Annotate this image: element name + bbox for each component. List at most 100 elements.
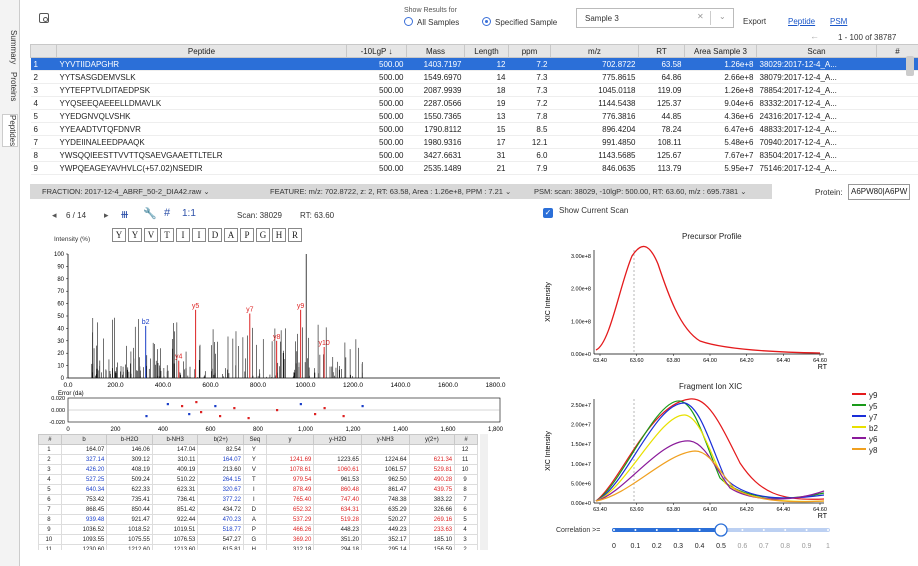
- table-cell: 527.25: [60, 474, 108, 485]
- column-header[interactable]: -10LgP ↓: [346, 44, 407, 58]
- peak-label: b2: [142, 319, 150, 326]
- correlation-slider[interactable]: 0 0.1 0.2 0.3 0.4 0.5 0.6 0.7 0.8 0.9 1: [600, 522, 840, 556]
- column-header[interactable]: #: [876, 44, 918, 58]
- table-cell: 449.23: [360, 524, 410, 535]
- table-row[interactable]: 8 YWSQQIEESTTVVTTQSAEVGAAETTLTELR 500.00 34…: [30, 148, 918, 162]
- psm-link[interactable]: PSM: [830, 17, 848, 26]
- table-cell: YYEDGNVQLVSHK: [56, 109, 347, 123]
- table-cell: 1230.60: [60, 544, 108, 550]
- column-header[interactable]: m/z: [550, 44, 639, 58]
- divider: [710, 11, 711, 25]
- query-icon[interactable]: [39, 13, 49, 23]
- fragment-ion-curve: [595, 450, 825, 503]
- table-cell: 18: [464, 83, 509, 97]
- table-cell: 702.8722: [550, 57, 639, 71]
- table-scrollbar[interactable]: [906, 56, 914, 76]
- table-row[interactable]: 5 YYEDGNVQLVSHK 500.00 1550.7365 13 7.8 776.38…: [30, 109, 918, 123]
- table-cell: 12: [464, 57, 509, 71]
- back-arrow-icon[interactable]: ←: [810, 31, 819, 41]
- table-cell: 19: [464, 96, 509, 110]
- peptide-link[interactable]: Peptide: [788, 17, 816, 26]
- chevron-down-icon[interactable]: ⌄: [719, 12, 726, 21]
- x-axis-label: RT: [818, 364, 828, 371]
- table-cell: 736.41: [151, 494, 199, 505]
- breadcrumb-psm[interactable]: PSM: scan: 38029, -10lgP: 500.00, RT: 63…: [522, 184, 772, 199]
- column-header[interactable]: Scan: [756, 44, 877, 58]
- table-cell: YYEAADTVTQFDNVR: [56, 122, 347, 136]
- table-row: 3 426.20 408.19 409.19 213.60 V 1078.61 1060.61…: [38, 464, 478, 475]
- column-header[interactable]: Mass: [406, 44, 465, 58]
- table-row[interactable]: 9 YWPQEAGEYAVHVLC(+57.02)NSEDIR 500.00 2535…: [30, 161, 918, 175]
- error-x-tick: 1,800: [488, 427, 504, 433]
- show-current-scan-checkbox[interactable]: ✓ Show Current Scan: [543, 206, 628, 218]
- legend-item: y9: [852, 390, 878, 401]
- table-cell: 652.32: [265, 504, 315, 515]
- table-cell: 164.07: [197, 454, 244, 465]
- sequence-residue: A: [224, 228, 238, 242]
- table-row[interactable]: 7 YYDEIINALEEDPAAQK 500.00 1980.9316 17 12.1 9…: [30, 135, 918, 149]
- column-header[interactable]: ppm: [508, 44, 551, 58]
- fragment-table-scrollbar[interactable]: [480, 434, 488, 550]
- table-cell: 70940:2017-12-4_A...: [756, 135, 877, 149]
- error-x-tick: 1,400: [393, 427, 409, 433]
- clear-icon[interactable]: ✕: [697, 12, 704, 21]
- error-label: Error (da): [58, 391, 84, 397]
- tab-peptides[interactable]: Peptides: [2, 114, 18, 148]
- table-cell: 547.27: [197, 534, 244, 545]
- table-cell: 164.07: [60, 444, 108, 455]
- all-samples-radio[interactable]: All Samples: [404, 17, 459, 27]
- table-row[interactable]: 1 YYVTIIDAPGHR 500.00 1403.7197 12 7.2 702.872…: [30, 57, 918, 71]
- table-row[interactable]: 3 YYTEFPTVLDITAEDPSK 500.00 2087.9939 18 7.3 1…: [30, 83, 918, 97]
- error-y-tick: -0.020: [49, 420, 65, 426]
- sample-select[interactable]: Sample 3 ✕ ⌄: [576, 8, 734, 28]
- specified-sample-radio[interactable]: Specified Sample: [482, 17, 557, 27]
- table-cell: 3: [454, 534, 478, 545]
- protein-field[interactable]: A6PW80|A6PW: [848, 184, 910, 200]
- x-tick-label: 63.40: [593, 507, 607, 513]
- table-row[interactable]: 6 YYEAADTVTQFDNVR 500.00 1790.8112 15 8.5 896.…: [30, 122, 918, 136]
- slider-step: [634, 529, 637, 531]
- table-cell: 961.53: [313, 474, 362, 485]
- table-row[interactable]: 2 YYTSASGDEMVSLK 500.00 1549.6970 14 7.3 775.8…: [30, 70, 918, 84]
- table-cell: 500.00: [346, 70, 407, 84]
- slider-step: [613, 529, 615, 531]
- table-cell: 82.54: [197, 444, 244, 455]
- y-tick-label: 5.00e+6: [571, 481, 591, 487]
- next-arrow-icon[interactable]: ▸: [104, 210, 109, 220]
- table-cell: 500.00: [346, 57, 407, 71]
- column-header[interactable]: [30, 44, 57, 58]
- column-header[interactable]: RT: [638, 44, 685, 58]
- table-cell: 748.38: [360, 494, 410, 505]
- table-cell: YYVTIIDAPGHR: [56, 57, 347, 71]
- table-cell: YWSQQIEESTTVVTTQSAEVGAAETTLTELR: [56, 148, 347, 162]
- breadcrumb-feature[interactable]: FEATURE: m/z: 702.8722, z: 2, RT: 63.58,…: [258, 184, 524, 199]
- legend-item: b2: [852, 423, 878, 434]
- table-cell: 9.04e+6: [684, 96, 757, 110]
- peak-filter-icon[interactable]: ⧻: [120, 209, 130, 221]
- table-cell: 979.54: [265, 474, 315, 485]
- tab-proteins[interactable]: Proteins: [9, 72, 18, 102]
- table-cell: 9: [38, 524, 62, 535]
- scan-rt: RT: 63.60: [300, 211, 335, 220]
- wrench-icon[interactable]: 🔧: [143, 208, 157, 220]
- table-cell: 309.12: [106, 454, 153, 465]
- breadcrumb-fraction[interactable]: FRACTION: 2017-12-4_ABRF_50-2_DIA42.raw …: [30, 184, 266, 199]
- column-header[interactable]: Peptide: [56, 44, 347, 58]
- y-tick-label: 60: [57, 302, 64, 308]
- hash-icon[interactable]: #: [164, 207, 171, 219]
- table-cell: YYQSEEQAEEELLDMAVLK: [56, 96, 347, 110]
- table-cell: 312.18: [265, 544, 315, 550]
- prev-arrow-icon[interactable]: ◂: [52, 210, 57, 220]
- legend-swatch: [852, 437, 866, 439]
- table-cell: 2.66e+8: [684, 70, 757, 84]
- table-row[interactable]: 4 YYQSEEQAEEELLDMAVLK 500.00 2287.0566 19 7.2…: [30, 96, 918, 110]
- table-cell: [408, 444, 456, 455]
- table-cell: 269.16: [408, 514, 456, 525]
- tab-summary[interactable]: Summary: [9, 30, 18, 65]
- column-header[interactable]: Length: [464, 44, 509, 58]
- export-button[interactable]: Export: [743, 17, 767, 26]
- zoom-ratio[interactable]: 1:1: [182, 208, 196, 219]
- column-header[interactable]: Area Sample 3: [684, 44, 757, 58]
- table-cell: 7.2: [508, 57, 551, 71]
- table-cell: 5: [30, 109, 57, 123]
